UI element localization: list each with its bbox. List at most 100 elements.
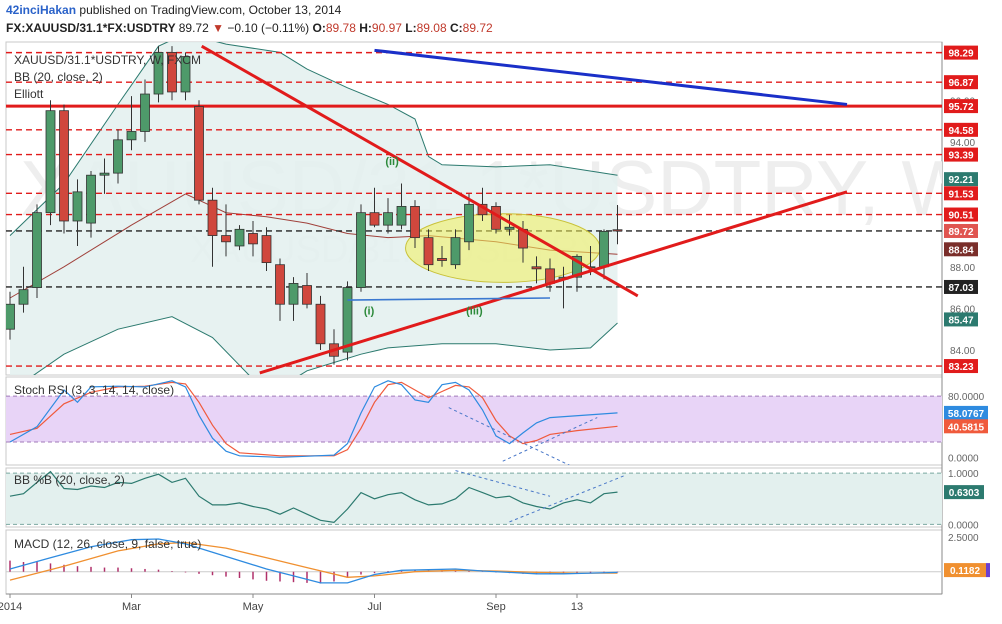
bb-upper-line: [9, 42, 618, 236]
low-label: L:: [405, 21, 417, 35]
candle-body: [194, 106, 204, 201]
macd-y-tick: 2.5000: [948, 533, 979, 544]
pctb-badge: 0.6303: [949, 488, 980, 499]
candle-body: [234, 228, 245, 247]
price-badge: 83.23: [948, 362, 973, 373]
candle: [504, 214, 515, 236]
candle: [99, 158, 110, 194]
price-badge: 87.03: [948, 283, 973, 294]
candle-body: [153, 52, 164, 95]
stoch-badge-bg: [944, 419, 988, 434]
candle-body: [261, 235, 272, 264]
last-price: 89.72: [178, 21, 209, 35]
x-tick-label: Mar: [122, 601, 141, 613]
candle: [18, 266, 29, 313]
x-tick-label: 13: [571, 601, 583, 613]
candle: [275, 258, 285, 321]
close-label: C:: [449, 21, 463, 35]
candle: [396, 183, 407, 230]
candle: [6, 291, 15, 340]
candle-body: [356, 212, 366, 288]
x-tick-label: May: [243, 601, 264, 613]
candle-body: [450, 237, 461, 266]
candle: [410, 200, 420, 249]
price-badge: 85.47: [948, 315, 973, 326]
candle: [450, 229, 461, 269]
price-badge-bg: [944, 172, 978, 187]
pctb-y-tick: 0.0000: [948, 520, 979, 531]
candle: [86, 171, 96, 238]
close-value: 89.72: [462, 21, 493, 35]
candle-body: [288, 283, 299, 305]
candle-body: [180, 56, 191, 93]
highlight-ellipse: [405, 213, 601, 283]
macd-pane: [6, 538, 942, 584]
price-badge-bg: [944, 186, 978, 201]
stoch-drawing-line: [502, 417, 598, 462]
price-badge-bg: [944, 207, 978, 222]
symbol-name: FX:XAUUSD/31.1*FX:USDTRY: [6, 21, 176, 35]
candle-body: [612, 229, 623, 232]
pctb-title: BB %B (20, close, 2): [14, 473, 125, 487]
pctb-y-tick: 1.0000: [948, 469, 979, 480]
candle: [369, 187, 380, 228]
stoch-pane: [6, 380, 942, 465]
main-pane: XAUUSD/31.1*USDTRY, WXAUUSD/31.1*USDTRY(…: [6, 42, 942, 375]
high-value: 90.97: [371, 21, 402, 35]
candle: [342, 281, 353, 361]
elliott-label: (iii): [466, 306, 483, 318]
price-badge: 89.72: [948, 227, 973, 238]
candle-body: [423, 237, 434, 266]
candle-body: [207, 199, 218, 236]
price-badge: 90.51: [948, 211, 973, 222]
stoch-band: [6, 396, 942, 443]
candle: [423, 229, 434, 271]
candle-body: [275, 264, 285, 305]
candle: [531, 256, 542, 284]
candle-body: [126, 131, 137, 141]
candle: [32, 204, 42, 298]
stoch-badge: 40.5815: [948, 422, 985, 433]
candle-body: [248, 233, 258, 245]
candle-body: [72, 191, 83, 222]
macd-badge-marker: [986, 563, 990, 578]
price-badge-bg: [944, 359, 978, 374]
price-badge: 95.72: [948, 102, 973, 113]
elliott-label: (i): [364, 306, 375, 318]
price-badge: 94.58: [948, 126, 973, 137]
candle-body: [32, 212, 42, 288]
author-link[interactable]: 42inciHakan: [6, 3, 77, 17]
trend-line-red: [259, 190, 848, 375]
candle: [207, 187, 218, 267]
x-tick-label: 2014: [0, 601, 22, 613]
candle: [140, 79, 150, 142]
price-badge: 96.87: [948, 78, 973, 89]
price-badge: 91.53: [948, 189, 973, 200]
candle-body: [531, 266, 542, 270]
price-badge: 98.29: [948, 49, 973, 60]
y-tick-label: 88.00: [950, 263, 975, 274]
candle: [45, 100, 56, 226]
candle-body: [167, 52, 177, 93]
candle-body: [342, 287, 353, 353]
trend-line-steelblue: [347, 297, 551, 301]
candle-body: [302, 285, 312, 305]
price-badge-bg: [944, 279, 978, 294]
candle: [194, 100, 204, 205]
candle: [248, 220, 258, 257]
price-badge-bg: [944, 312, 978, 327]
high-label: H:: [359, 21, 372, 35]
pctb-drawing-line: [455, 470, 551, 497]
low-value: 89.08: [416, 21, 447, 35]
stoch-k-line: [9, 380, 618, 458]
publish-info: published on TradingView.com, October 13…: [79, 3, 342, 17]
candle: [221, 204, 231, 257]
stoch-y-tick: 0.0000: [948, 453, 979, 464]
y-tick-label: 86.00: [950, 304, 975, 315]
change-arrow-icon: ▼: [212, 21, 224, 35]
candle: [356, 204, 366, 292]
macd-badge-bg: [944, 563, 986, 578]
candle: [59, 104, 69, 234]
